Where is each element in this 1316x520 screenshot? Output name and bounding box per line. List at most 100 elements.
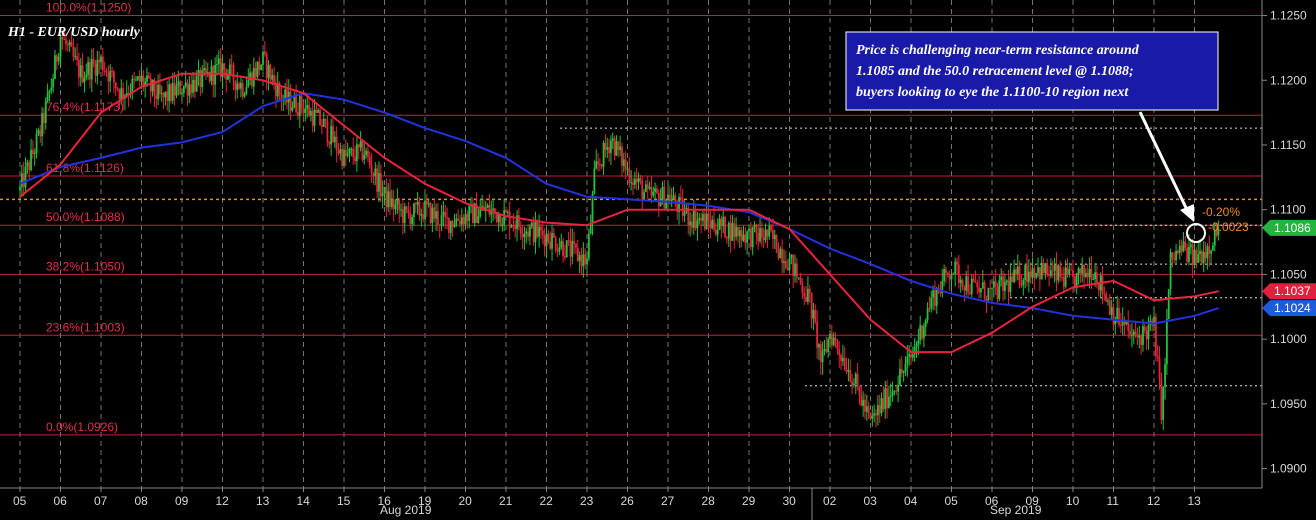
candle-body-255 [488,204,491,215]
candle-88 [181,88,183,101]
candle-body-517 [970,278,973,295]
candle-body-79 [164,91,167,98]
candle-163 [319,105,321,127]
candle-body-582 [1090,268,1093,280]
candle-body-580 [1086,272,1089,278]
candle-439 [827,336,830,358]
candle-375 [709,209,712,239]
candle-body-541 [1015,269,1017,274]
candle-185 [359,131,362,152]
candle-body-644 [1204,252,1207,259]
candle-433 [816,309,819,359]
candle-body-568 [1064,267,1067,287]
candle-413 [779,246,782,259]
candle-602 [1127,310,1130,339]
candle-body-622 [1164,364,1166,388]
candle-522 [980,288,982,299]
candle-body-338 [641,180,644,199]
candle-body-81 [168,84,171,102]
candle-body-325 [617,141,620,151]
candle-467 [878,394,881,423]
candle-body-15 [46,92,49,102]
candle-body-637 [1191,244,1194,265]
candle-body-389 [735,226,738,237]
candle-body-444 [836,340,839,350]
candle-176 [343,146,345,169]
candle-400 [755,223,758,246]
candle-body-118 [236,83,239,90]
candle-body-20 [55,55,58,62]
month-label-sep: Sep 2019 [990,503,1042,517]
candle-body-451 [849,370,852,382]
candle-body-68 [144,81,147,86]
candle-526 [987,287,990,303]
x-tick-label-27: 11 [1107,494,1120,508]
candle-431 [812,302,815,331]
x-tick-label-0: 05 [13,494,27,508]
fib-label-2: 61.8%(1.1126) [46,161,124,175]
candle-body-538 [1009,276,1012,293]
candle-body-635 [1188,246,1190,262]
candle-body-484 [910,354,912,358]
candle-body-314 [597,161,599,165]
candle-body-651 [1217,228,1220,236]
candle-body-571 [1070,269,1073,271]
y-tick-label-4: 1.1050 [1270,267,1307,281]
candle-body-429 [808,288,811,293]
candle-468 [880,392,883,417]
candle-76 [159,73,161,98]
candle-201 [389,178,391,216]
candle-502 [943,264,946,287]
x-tick-label-17: 28 [702,494,716,508]
candle-body-579 [1084,272,1087,277]
candle-body-43 [98,59,101,63]
x-tick-label-19: 30 [783,494,797,508]
candle-body-51 [112,71,115,82]
candle-365 [691,213,693,234]
candle-351 [665,198,668,211]
candle-557 [1044,262,1047,280]
candle-157 [308,95,310,117]
candle-body-436 [821,351,824,363]
x-tick-label-21: 03 [864,494,878,508]
candle-649 [1213,222,1216,252]
candle-body-202 [390,198,393,207]
candle-503 [945,266,947,284]
candle-67 [142,70,145,92]
candle-460 [865,394,868,421]
candle-443 [834,332,837,348]
x-tick-labels: 05 06 07 08 09 12 13 14 15 16 19 20 21 22 23 26 27 28 29 30… [13,488,1201,508]
candle-body-448 [843,357,846,370]
candle-45 [101,47,104,77]
candle-body-610 [1142,326,1144,345]
candle-31 [76,43,78,67]
candle-body-628 [1175,250,1177,260]
candle-633 [1184,235,1187,251]
candle-306 [582,242,585,278]
candle-body-629 [1177,250,1179,254]
candle-body-39 [90,59,93,80]
candle-579 [1084,268,1087,279]
candle-333 [632,177,634,196]
candle-body-540 [1013,269,1015,283]
candle-body-530 [994,281,997,287]
candle-body-119 [238,83,240,89]
candle-108 [217,50,220,73]
candle-471 [886,379,888,419]
candle-343 [650,175,653,204]
candle-314 [597,153,599,172]
candle-54 [118,88,121,110]
candle-body-225 [433,207,436,219]
candle-body-85 [175,85,178,96]
candle-body-646 [1208,246,1211,254]
candle-body-379 [716,229,719,235]
candle-body-295 [562,241,564,257]
candle-564 [1057,264,1060,284]
candle-151 [297,102,299,120]
candle-body-407 [768,225,771,237]
candle-644 [1204,242,1207,263]
candle-646 [1208,235,1211,267]
candle-body-250 [479,209,482,217]
candle-172 [335,126,338,163]
candle-583 [1092,274,1095,281]
